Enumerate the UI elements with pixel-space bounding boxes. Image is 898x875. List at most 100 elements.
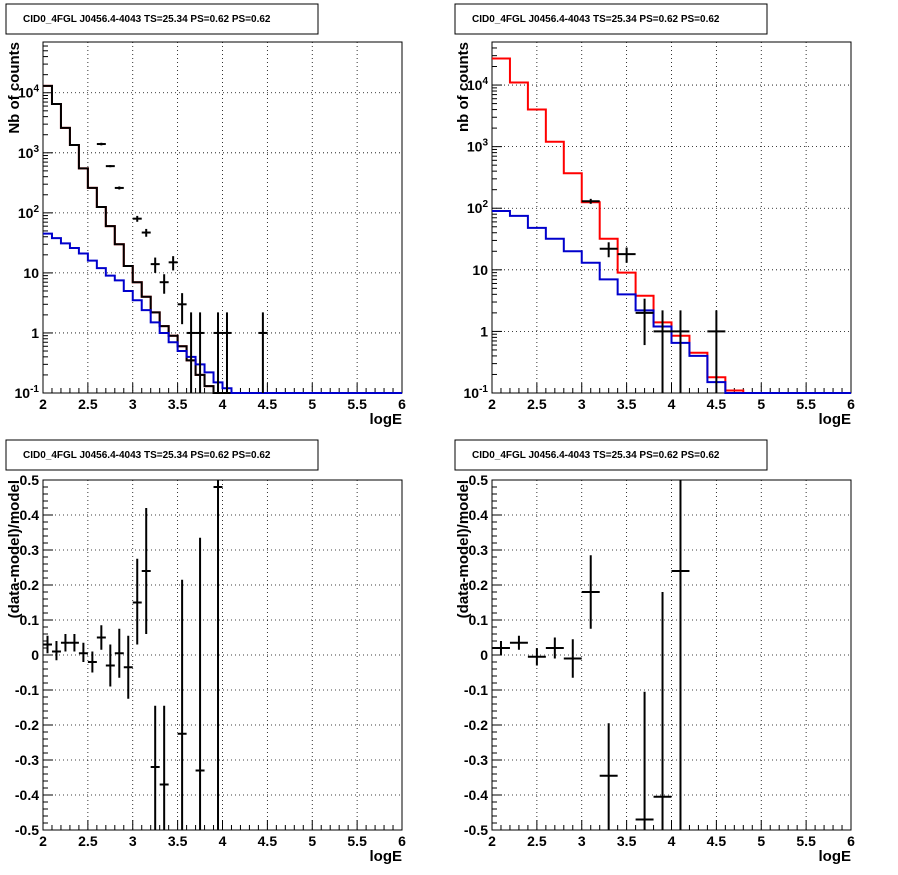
data-point: [51, 641, 61, 661]
chart-title: CID0_4FGL J0456.4-4043 TS=25.34 PS=0.62 …: [23, 14, 271, 25]
x-tick-label: 5: [757, 833, 765, 849]
data-point: [671, 480, 690, 830]
data-point: [617, 247, 636, 263]
x-tick-label: 2.5: [78, 833, 98, 849]
y-tick-label: -0.2: [15, 717, 39, 733]
data-point: [222, 312, 232, 393]
data-point: [186, 312, 196, 393]
data-point: [545, 637, 564, 659]
y-tick-label: 0.2: [469, 577, 489, 593]
y-tick-label: 102: [18, 204, 40, 221]
x-tick-label: 4.5: [258, 396, 278, 412]
data-point: [492, 641, 510, 655]
chart-2: 2 2.5 3 3.5 4 4.5 5 5.5 6 10-1 1 10 102 103 104 logE nb …: [454, 3, 855, 428]
x-ticks: [42, 820, 403, 830]
data-point: [258, 312, 268, 393]
x-axis-title: logE: [819, 411, 852, 428]
data-point: [195, 537, 205, 830]
y-tick-label: -0.5: [464, 822, 488, 838]
y-tick-label: 0: [31, 647, 39, 663]
x-tick-label: 2: [488, 396, 496, 412]
data-point: [653, 592, 672, 830]
y-tick-label: -0.5: [15, 822, 39, 838]
y-tick-label: 0.5: [20, 472, 40, 488]
x-tick-label: 4: [668, 396, 676, 412]
data-point: [671, 310, 690, 393]
x-tick-label: 2.5: [527, 396, 547, 412]
data-point: [653, 310, 672, 393]
data-point: [114, 628, 124, 678]
y-tick-label: 1: [31, 325, 39, 341]
y-tick-label: -0.1: [464, 682, 488, 698]
y-tick-label: 0: [480, 647, 488, 663]
x-tick-label: 5.5: [347, 833, 367, 849]
y-ticks: [43, 479, 53, 831]
data-point: [509, 635, 528, 650]
data-point: [123, 635, 133, 699]
grid: [43, 42, 402, 393]
x-tick-label: 5.5: [347, 396, 367, 412]
data-point: [69, 634, 79, 652]
y-tick-label: 0.4: [20, 507, 40, 523]
y-tick-label: 10: [472, 262, 488, 278]
data-point: [581, 198, 600, 204]
y-tick-label: -0.4: [15, 787, 39, 803]
data-point: [141, 508, 151, 634]
x-tick-label: 2: [39, 396, 47, 412]
data-point: [159, 705, 169, 830]
x-tick-label: 3.5: [617, 396, 637, 412]
y-tick-label: 10-1: [15, 384, 40, 401]
x-tick-label: 3: [578, 833, 586, 849]
y-tick-label: 0.3: [469, 542, 489, 558]
y-tick-label: -0.3: [15, 752, 39, 768]
x-tick-label: 6: [398, 396, 406, 412]
x-tick-label: 3.5: [168, 396, 188, 412]
data-points: [96, 142, 268, 393]
x-tick-label: 3.5: [168, 833, 188, 849]
data-point: [177, 293, 187, 325]
chart-1: 2 2.5 3 3.5 4 4.5 5 5.5 6 10-1 1 10 102 103 104 logE Nb …: [5, 3, 406, 428]
data-point: [87, 651, 97, 673]
x-tick-label: 2.5: [78, 396, 98, 412]
y-ticks: [492, 479, 502, 831]
data-point: [150, 257, 160, 273]
y-tick-label: 0.1: [469, 612, 489, 628]
title-box: [454, 439, 768, 471]
data-point: [60, 634, 70, 652]
y-tick-label: 0.2: [20, 577, 40, 593]
title-box: [5, 3, 319, 35]
data-point: [159, 274, 169, 294]
data-point: [43, 635, 52, 654]
y-tick-label: 10-1: [464, 384, 489, 401]
y-tick-label: 0.4: [469, 507, 489, 523]
x-tick-label: 4: [219, 396, 227, 412]
title-box: [454, 3, 768, 35]
y-tick-label: 10: [23, 265, 39, 281]
x-axis-title: logE: [370, 848, 403, 865]
data-point: [707, 310, 726, 393]
y-axis-title: (data-model)/model: [6, 480, 23, 618]
x-tick-label: 4: [219, 833, 227, 849]
data-point: [96, 625, 106, 650]
chart-title: CID0_4FGL J0456.4-4043 TS=25.34 PS=0.62 …: [472, 450, 720, 461]
data-point: [78, 642, 88, 662]
y-axis-title: (data-model)/model: [455, 480, 472, 618]
data-point: [105, 644, 115, 687]
data-point: [213, 312, 223, 393]
y-tick-label: 0.5: [469, 472, 489, 488]
x-axis-title: logE: [370, 411, 403, 428]
data-point: [563, 639, 582, 678]
data-point: [114, 186, 124, 190]
y-tick-label: 104: [18, 84, 40, 101]
x-tick-label: 6: [847, 833, 855, 849]
title-box: [5, 439, 319, 471]
grid: [492, 480, 851, 830]
data-point: [635, 298, 654, 346]
y-tick-label: 102: [467, 199, 489, 216]
data-point: [132, 215, 142, 222]
data-point: [132, 558, 142, 645]
chart-4: 2 2.5 3 3.5 4 4.5 5 5.5 6 -0.5 -0.4 -0.3 -0.2 -0.1 0 0.…: [454, 439, 855, 865]
x-tick-label: 5: [308, 396, 316, 412]
x-tick-label: 5.5: [796, 396, 816, 412]
data-point: [168, 256, 178, 271]
